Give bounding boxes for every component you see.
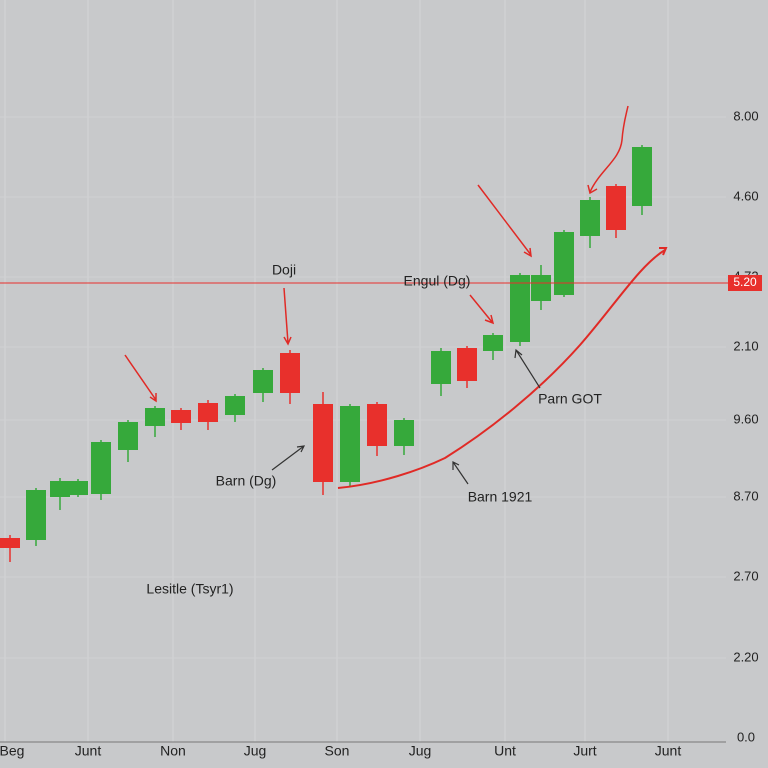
candle-body — [313, 404, 333, 482]
candle-body — [431, 351, 451, 384]
annotation: Parn GOT — [538, 391, 602, 407]
candle-body — [510, 275, 530, 342]
plot — [0, 145, 730, 562]
candle-body — [91, 442, 111, 494]
decorations — [124, 105, 668, 489]
x-tick-label: Non — [160, 743, 186, 759]
candle-body — [340, 406, 360, 482]
x-tick-label: Unt — [494, 743, 516, 759]
x-tick-label: Jurt — [573, 743, 596, 759]
x-tick-label: Beg — [0, 743, 24, 759]
candle-body — [367, 404, 387, 446]
candle-body — [580, 200, 600, 236]
candle-body — [457, 348, 477, 381]
arrow — [271, 445, 306, 471]
candle-body — [632, 147, 652, 206]
x-tick-label: Son — [325, 743, 350, 759]
annotation: Barn 1921 — [468, 489, 533, 505]
annotation: Lesitle (Tsyr1) — [146, 581, 233, 597]
trend-curve — [337, 249, 666, 489]
y-label: 2.70 — [733, 568, 758, 583]
arrow — [124, 354, 157, 403]
candle-body — [225, 396, 245, 415]
arrow — [589, 105, 629, 193]
candle-body — [26, 490, 46, 540]
x-tick-label: Jug — [244, 743, 267, 759]
annotations: Doji Engul (Dg) Parn GOT Barn (Dg) Barn … — [146, 262, 602, 597]
arrow-head — [587, 184, 598, 195]
candle-body — [531, 275, 551, 301]
candle-body — [554, 232, 574, 295]
candle-body — [253, 370, 273, 393]
grid — [4, 0, 669, 742]
y-label: 0.0 — [737, 729, 755, 744]
candle-body — [394, 420, 414, 446]
arrow — [477, 184, 532, 258]
annotation: Barn (Dg) — [216, 473, 277, 489]
arrow — [469, 294, 495, 325]
x-tick-label: Junt — [655, 743, 682, 759]
candle-body — [280, 353, 300, 393]
candle-body — [198, 403, 218, 422]
x-tick-label: Junt — [75, 743, 102, 759]
annotation: Engul (Dg) — [404, 273, 471, 289]
price-tag: 5.20 — [733, 275, 757, 289]
candle-body — [0, 538, 20, 548]
y-label: 2.20 — [733, 649, 758, 664]
y-axis: 8.00 4.60 4.72 2.10 9.60 8.70 2.70 2.20 … — [733, 108, 758, 744]
y-label: 8.70 — [733, 488, 758, 503]
y-label: 2.10 — [733, 338, 758, 353]
arrow — [514, 348, 541, 389]
arrow-head — [659, 247, 668, 256]
y-label: 9.60 — [733, 411, 758, 426]
annotation: Doji — [272, 262, 296, 278]
arrow — [452, 461, 469, 485]
candle-body — [483, 335, 503, 351]
annotation-arrows — [271, 348, 541, 485]
y-label: 8.00 — [733, 108, 758, 123]
candle-body — [118, 422, 138, 450]
candle-body — [606, 186, 626, 230]
arrow — [283, 287, 292, 346]
y-label: 4.60 — [733, 188, 758, 203]
x-tick-label: Jug — [409, 743, 432, 759]
candle-body — [145, 408, 165, 426]
candle-body — [68, 481, 88, 495]
candle-body — [171, 410, 191, 423]
candle-body — [50, 481, 70, 497]
price-tag-box — [728, 275, 762, 291]
